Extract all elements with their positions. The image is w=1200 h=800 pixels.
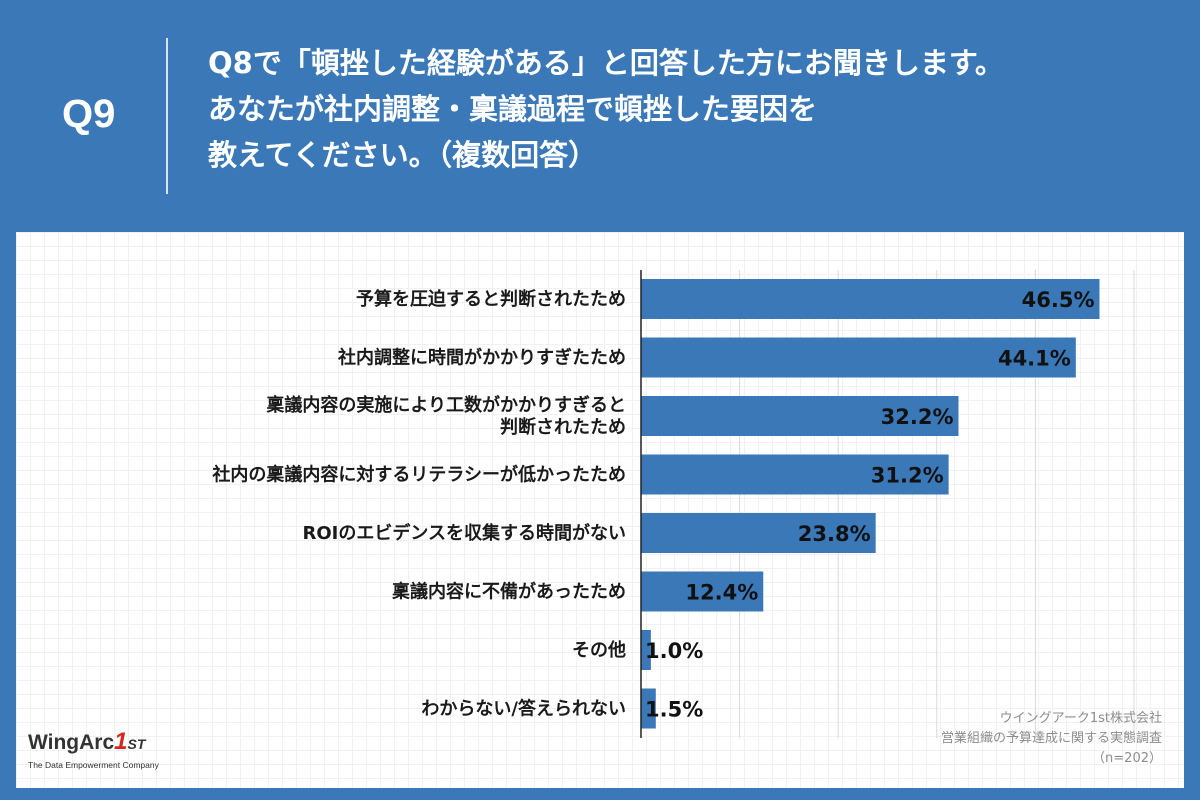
bar [641,513,876,553]
value-label: 44.1% [998,347,1071,371]
logo-brand-suffix: ST [127,736,146,752]
bar [641,630,651,670]
value-label: 1.5% [645,698,703,722]
category-label: 社内調整に時間がかかりすぎたため [338,347,626,369]
question-text: Q8で「頓挫した経験がある」と回答した方にお聞きします。 あなたが社内調整・稟議… [208,40,1168,178]
source-company: ウイングアーク1st株式会社 [999,711,1162,726]
question-line-1: Q8で「頓挫した経験がある」と回答した方にお聞きします。 [208,46,1004,80]
source-sample-size: （n=202） [1092,751,1162,766]
logo-brand: WingArc [28,731,115,754]
panel-grid-background [16,232,1184,788]
value-label: 12.4% [685,581,758,605]
chart-panel: 46.5% 予算を圧迫すると判断されたため 44.1% 社内調整に時間がかかりすぎたた… [16,232,1184,788]
bar [641,454,949,495]
value-label: 31.2% [871,464,944,488]
bar [641,688,656,729]
header-divider [166,38,168,194]
bar [641,396,959,436]
header: Q9 Q8で「頓挫した経験がある」と回答した方にお聞きします。 あなたが社内調整… [0,0,1200,230]
category-label: 稟議内容の実施により工数がかかりすぎると [265,394,626,416]
category-label: ROIのエビデンスを収集する時間がない [303,522,627,544]
category-label: 予算を圧迫すると判断されたため [356,288,626,310]
bar-chart: 46.5% 予算を圧迫すると判断されたため 44.1% 社内調整に時間がかかりすぎたた… [212,270,1135,738]
question-line-2: あなたが社内調整・稟議過程で頓挫した要因を [208,92,818,126]
value-label: 32.2% [881,405,954,429]
source-note: ウイングアーク1st株式会社 営業組織の予算達成に関する実態調査 （n=202） [941,709,1162,769]
bar [641,571,764,612]
value-label: 1.0% [645,639,703,663]
bar [641,279,1100,319]
category-label: 判断されたため [500,416,626,438]
category-label: 稟議内容に不備があったため [391,581,626,603]
logo-brand-number: 1 [114,728,128,755]
category-label: 社内の稟議内容に対するリテラシーが低かったため [212,464,626,486]
category-label: その他 [572,639,626,661]
logo-wordmark: WingArc1ST [28,728,159,756]
question-line-3: 教えてください。（複数回答） [208,138,598,172]
source-survey: 営業組織の予算達成に関する実態調査 [940,731,1162,746]
wingarc-logo: WingArc1ST The Data Empowerment Company [28,728,159,770]
logo-tagline: The Data Empowerment Company [28,760,159,770]
question-number: Q9 [62,92,116,136]
value-label: 23.8% [798,522,871,546]
category-label: わからない/答えられない [421,698,626,720]
bar [641,337,1076,378]
value-label: 46.5% [1022,288,1095,312]
